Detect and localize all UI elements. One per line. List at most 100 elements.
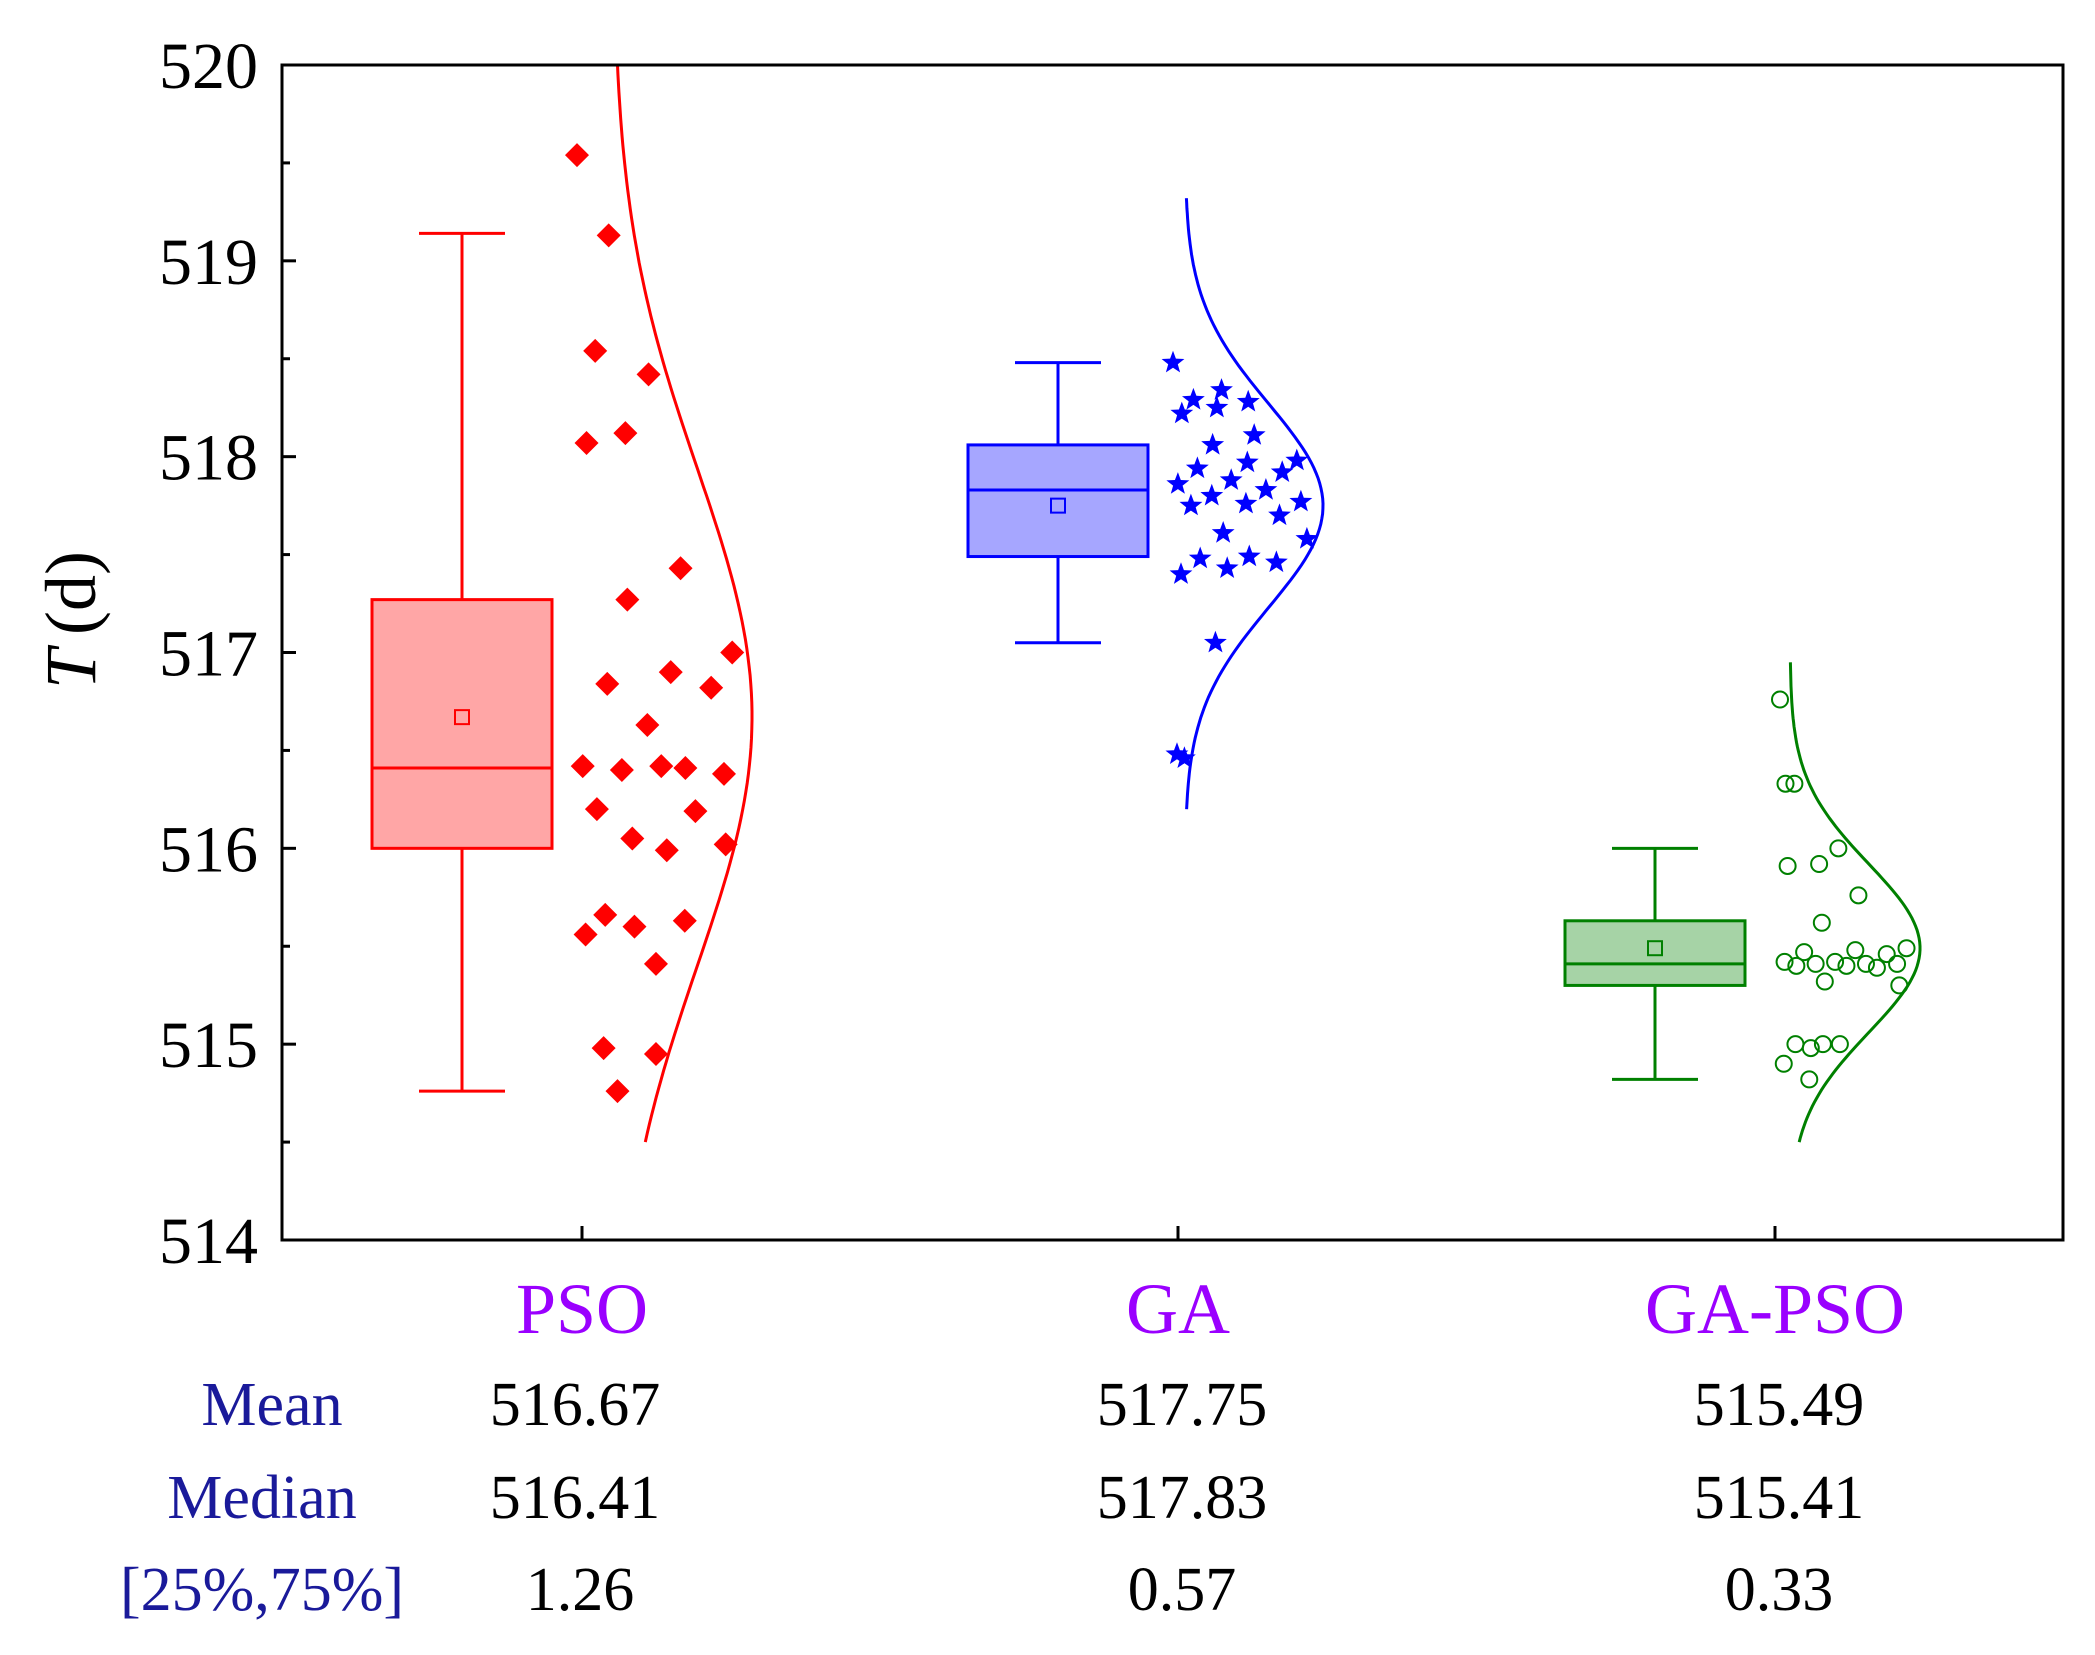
data-point-diamond	[720, 640, 745, 665]
data-point-star	[1185, 456, 1209, 479]
data-point-diamond	[699, 675, 724, 700]
data-point-diamond	[565, 143, 589, 168]
data-point-circle	[1856, 954, 1875, 973]
data-point-star	[1242, 423, 1266, 445]
data-point-diamond	[622, 914, 647, 939]
data-point-star	[1268, 503, 1291, 526]
data-point-circle	[1776, 774, 1795, 793]
data-point-star	[1295, 526, 1319, 549]
data-point-diamond	[583, 338, 608, 363]
data-point-circle	[1771, 690, 1789, 709]
stat-mean-ga-pso: 515.49	[1694, 1371, 1865, 1439]
data-point-diamond	[668, 556, 693, 581]
data-point-circle	[1774, 1054, 1793, 1073]
stat-median-ga: 517.83	[1097, 1464, 1268, 1532]
data-point-star	[1173, 746, 1196, 768]
data-point-diamond	[595, 671, 620, 696]
data-point-star	[1182, 387, 1205, 410]
data-point-circle	[1888, 954, 1907, 973]
data-point-star	[1201, 432, 1225, 455]
stats-table: Mean Median [25%,75%] 516.67 516.41 1.26…	[120, 1371, 1864, 1624]
data-point-diamond	[711, 761, 736, 786]
data-point-diamond	[620, 826, 645, 851]
data-point-diamond	[613, 421, 638, 446]
data-point-diamond	[570, 754, 595, 779]
data-point-circle	[1775, 952, 1794, 971]
data-point-star	[1237, 544, 1261, 567]
data-point-star	[1188, 546, 1212, 569]
data-point-circle	[1830, 1035, 1849, 1054]
stat-mean-pso: 516.67	[490, 1371, 661, 1439]
data-point-circle	[1801, 1039, 1820, 1058]
stat-label-iqr: [25%,75%]	[120, 1556, 404, 1624]
data-point-star	[1285, 448, 1309, 471]
data-point-circle	[1837, 956, 1856, 975]
mean-marker	[1050, 497, 1066, 514]
data-point-diamond	[584, 797, 609, 822]
data-point-diamond	[654, 838, 679, 863]
normal-curve	[1788, 662, 1922, 1143]
data-point-star	[1289, 489, 1313, 512]
normal-curve	[616, 64, 754, 1143]
data-point-star	[1204, 630, 1227, 653]
data-point-diamond	[593, 902, 618, 927]
data-point-star	[1161, 350, 1185, 373]
plot-layer	[370, 64, 1922, 1143]
stat-iqr-pso: 1.26	[526, 1556, 635, 1624]
box-iqr	[1563, 919, 1747, 987]
y-tick-label: 514	[159, 1205, 258, 1278]
stat-median-ga-pso: 515.41	[1694, 1464, 1865, 1532]
data-point-star	[1235, 450, 1259, 473]
data-point-star	[1210, 378, 1233, 400]
category-label-ga: GA	[1126, 1269, 1230, 1349]
stat-label-median: Median	[167, 1464, 356, 1532]
data-point-star	[1265, 550, 1288, 573]
data-point-star	[1234, 491, 1258, 514]
axis-layer: 514 515 516 517 518 519 520	[159, 30, 2065, 1278]
data-point-diamond	[673, 756, 698, 781]
box-iqr	[966, 443, 1150, 559]
y-tick-label: 518	[159, 422, 258, 495]
data-point-circle	[1867, 958, 1886, 977]
data-point-circle	[1877, 945, 1896, 964]
y-tick-label: 516	[159, 813, 258, 886]
data-point-diamond	[635, 712, 660, 737]
data-point-diamond	[643, 1041, 668, 1066]
mean-marker	[454, 709, 470, 726]
data-point-circle	[1815, 972, 1834, 991]
stat-iqr-ga: 0.57	[1128, 1556, 1237, 1624]
y-tick-label: 519	[159, 226, 258, 299]
data-point-diamond	[615, 587, 640, 612]
data-point-star	[1205, 395, 1229, 418]
stat-iqr-ga-pso: 0.33	[1725, 1556, 1834, 1624]
data-point-star	[1219, 468, 1243, 490]
data-point-diamond	[713, 832, 738, 857]
data-point-circle	[1806, 954, 1825, 973]
category-label-ga-pso: GA-PSO	[1645, 1269, 1905, 1349]
data-point-star	[1179, 493, 1203, 516]
data-point-circle	[1846, 941, 1865, 960]
data-point-circle	[1890, 976, 1909, 995]
data-point-star	[1165, 742, 1189, 764]
data-point-diamond	[649, 754, 674, 779]
y-tick-label: 517	[159, 618, 258, 691]
y-axis-label: T(d)	[31, 551, 111, 689]
data-point-star	[1170, 401, 1194, 424]
data-point-diamond	[574, 430, 599, 455]
data-point-diamond	[573, 922, 598, 947]
data-point-diamond	[596, 223, 621, 248]
normal-curve	[1184, 198, 1325, 810]
stat-median-pso: 516.41	[490, 1464, 661, 1532]
data-point-circle	[1897, 939, 1916, 958]
data-point-circle	[1800, 1070, 1819, 1089]
data-point-diamond	[672, 908, 697, 933]
data-point-circle	[1810, 855, 1829, 873]
data-point-circle	[1849, 886, 1868, 905]
data-point-star	[1169, 562, 1193, 584]
data-point-circle	[1795, 943, 1814, 962]
data-point-diamond	[605, 1079, 630, 1104]
stat-mean-ga: 517.75	[1097, 1371, 1268, 1439]
data-point-star	[1200, 483, 1224, 506]
